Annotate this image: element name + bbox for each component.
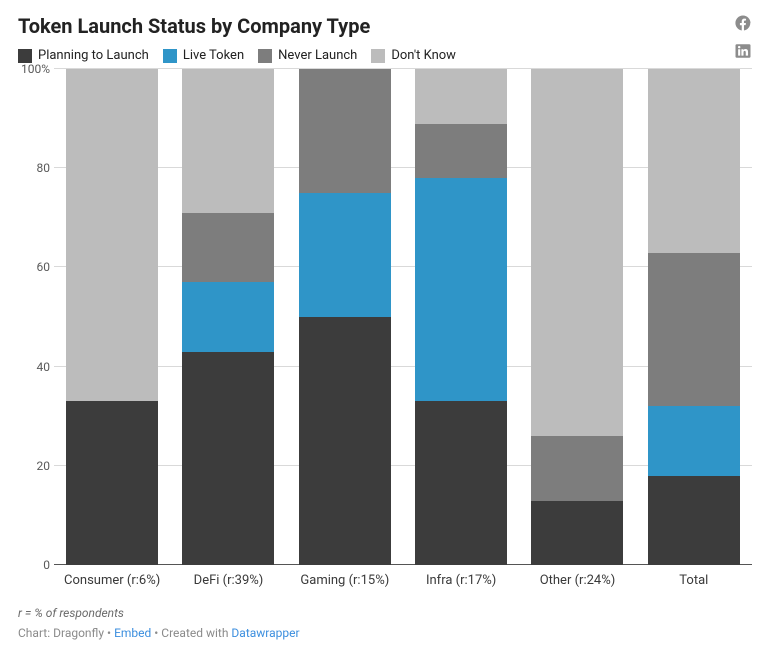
bar-segment	[415, 69, 507, 124]
x-tick-label: Other (r:24%)	[519, 565, 635, 588]
bar-segment	[182, 282, 274, 351]
x-axis: Consumer (r:6%)DeFi (r:39%)Gaming (r:15%…	[54, 565, 752, 588]
bar	[648, 69, 740, 565]
bar-segment	[531, 69, 623, 436]
bar-segment	[182, 352, 274, 565]
bar	[66, 69, 158, 565]
bar	[299, 69, 391, 565]
bar-segment	[415, 401, 507, 565]
bar-slot	[54, 69, 170, 565]
bar-segment	[415, 124, 507, 179]
facebook-icon[interactable]	[734, 14, 752, 32]
bar-slot	[170, 69, 286, 565]
bar-segment	[648, 253, 740, 407]
bar-segment	[299, 317, 391, 565]
linkedin-icon[interactable]	[734, 42, 752, 60]
chart-plot-area: 020406080100%	[18, 69, 752, 565]
legend-item: Never Launch	[258, 48, 357, 63]
bars-row	[54, 69, 752, 565]
legend-label: Don't Know	[391, 48, 456, 63]
y-tick-label: 80	[37, 161, 51, 175]
bar	[182, 69, 274, 565]
x-tick-label: DeFi (r:39%)	[170, 565, 286, 588]
y-tick-label: 40	[37, 360, 51, 374]
bar-slot	[636, 69, 752, 565]
legend: Planning to Launch Live Token Never Launch…	[18, 48, 752, 63]
bar-slot	[519, 69, 635, 565]
legend-label: Planning to Launch	[38, 48, 149, 63]
y-tick-label: 60	[37, 260, 51, 274]
embed-link[interactable]: Embed	[114, 626, 151, 640]
credit-prefix: Chart: Dragonfly •	[18, 626, 114, 640]
bar-segment	[66, 401, 158, 565]
x-tick-label: Gaming (r:15%)	[287, 565, 403, 588]
bar	[415, 69, 507, 565]
bar-segment	[648, 69, 740, 253]
credit-mid: • Created with	[151, 626, 231, 640]
bar-segment	[531, 436, 623, 500]
footnote: r = % of respondents	[18, 606, 752, 620]
legend-swatch	[371, 49, 385, 63]
x-tick-label: Consumer (r:6%)	[54, 565, 170, 588]
legend-label: Never Launch	[278, 48, 357, 63]
bar-segment	[648, 476, 740, 565]
x-tick-label: Infra (r:17%)	[403, 565, 519, 588]
bar-segment	[415, 178, 507, 401]
bar-segment	[531, 501, 623, 565]
bar-segment	[66, 69, 158, 401]
credit-line: Chart: Dragonfly • Embed • Created with …	[18, 626, 752, 640]
y-tick-label: 100%	[21, 62, 50, 76]
bar-segment	[648, 406, 740, 475]
legend-swatch	[18, 49, 32, 63]
x-tick-label: Total	[636, 565, 752, 588]
datawrapper-link[interactable]: Datawrapper	[231, 626, 299, 640]
legend-item: Don't Know	[371, 48, 456, 63]
y-tick-label: 20	[37, 459, 51, 473]
chart-title: Token Launch Status by Company Type	[18, 14, 752, 38]
legend-swatch	[163, 49, 177, 63]
y-axis: 020406080100%	[18, 69, 54, 565]
bar-segment	[299, 69, 391, 193]
legend-item: Planning to Launch	[18, 48, 149, 63]
legend-swatch	[258, 49, 272, 63]
legend-label: Live Token	[183, 48, 244, 63]
bar-segment	[182, 69, 274, 213]
bar-slot	[403, 69, 519, 565]
legend-item: Live Token	[163, 48, 244, 63]
bar-slot	[287, 69, 403, 565]
bar-segment	[182, 213, 274, 282]
y-tick-label: 0	[43, 558, 50, 572]
bar	[531, 69, 623, 565]
bar-segment	[299, 193, 391, 317]
